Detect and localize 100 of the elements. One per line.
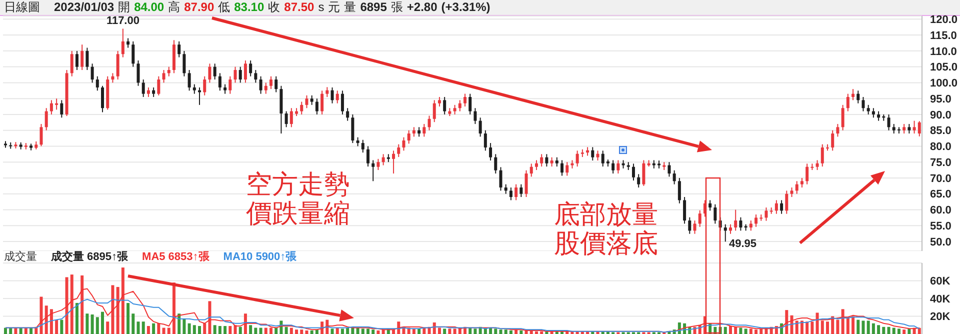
candlestick <box>372 160 375 182</box>
bar <box>902 330 906 334</box>
candlestick <box>310 94 314 106</box>
bar <box>724 326 727 334</box>
bar <box>96 317 99 334</box>
candlestick <box>800 177 804 188</box>
candlestick <box>418 126 421 138</box>
y-tick-label: 80.0 <box>930 141 952 154</box>
annotation: 空方走勢 <box>246 169 350 199</box>
candlestick <box>728 224 732 234</box>
bar <box>800 320 804 334</box>
candlestick <box>269 76 272 90</box>
bar <box>198 326 202 334</box>
candlestick <box>407 130 410 144</box>
candlestick <box>259 76 262 94</box>
bar <box>494 328 498 334</box>
candlestick <box>300 101 304 115</box>
bar <box>90 314 94 334</box>
bar <box>157 323 160 334</box>
bar <box>121 267 124 334</box>
bar <box>453 328 456 334</box>
annotation: 49.95 <box>729 238 757 251</box>
candlestick <box>642 160 646 186</box>
candlestick <box>305 94 308 109</box>
candlestick <box>428 115 431 131</box>
candlestick <box>566 162 569 176</box>
bar <box>167 328 170 334</box>
bar <box>101 312 104 334</box>
bar <box>372 330 375 334</box>
candlestick <box>224 84 227 94</box>
bar <box>116 286 120 334</box>
candlestick <box>157 76 160 96</box>
candlestick <box>75 50 78 70</box>
candlestick <box>44 108 48 131</box>
candlestick <box>499 166 502 192</box>
bar <box>44 306 48 334</box>
bar <box>749 328 752 334</box>
bar <box>259 328 262 334</box>
candlestick <box>734 209 738 232</box>
candlestick <box>780 200 784 214</box>
candlestick <box>453 104 456 115</box>
annotation: 117.00 <box>105 14 140 27</box>
bar <box>810 322 814 334</box>
candlestick <box>555 156 558 168</box>
bar <box>862 320 865 334</box>
candlestick <box>376 158 380 171</box>
bar <box>65 277 68 334</box>
candlestick <box>754 214 758 228</box>
candlestick <box>820 144 824 168</box>
candlestick <box>432 100 436 123</box>
candlestick <box>315 98 318 115</box>
candlestick <box>126 38 130 48</box>
text: 2023/01/03 開 84.00 高 87.90 低 83.10 收 87.50 s 元 量 6895 張 +2.80 (+3.31%) <box>54 0 490 14</box>
candlestick <box>146 86 150 98</box>
candlestick <box>443 96 446 115</box>
y-tick-label: 95.0 <box>930 93 952 106</box>
candlestick <box>877 110 880 122</box>
candlestick <box>254 69 258 84</box>
bar <box>142 322 145 334</box>
candlestick <box>178 40 181 58</box>
candlestick <box>836 123 840 138</box>
text: MA10 5900↑張 <box>223 251 297 263</box>
bar <box>856 320 860 334</box>
candlestick <box>330 86 334 104</box>
bar <box>40 296 43 334</box>
bar <box>366 328 370 334</box>
candlestick <box>616 160 620 174</box>
bar <box>111 285 114 334</box>
candlestick <box>708 200 712 212</box>
bar <box>841 309 844 334</box>
candlestick <box>382 154 385 166</box>
chart-title: 成交量 <box>4 251 37 263</box>
candlestick <box>918 120 921 137</box>
y-tick-label: 115.0 <box>930 30 957 42</box>
bar <box>734 326 738 334</box>
candlestick <box>50 100 53 115</box>
candlestick <box>116 50 120 80</box>
bar <box>754 330 758 334</box>
candlestick <box>816 160 819 171</box>
candlestick <box>724 224 727 242</box>
candlestick <box>560 160 564 176</box>
y-tick-label: 75.0 <box>930 156 952 169</box>
candlestick <box>346 108 350 122</box>
annotation: 底部放量 <box>554 199 658 229</box>
candlestick <box>132 40 135 68</box>
bar <box>70 274 74 334</box>
candlestick <box>188 69 191 92</box>
candlestick <box>320 90 324 115</box>
y-tick-label: 60K <box>930 276 950 288</box>
candlestick <box>422 123 426 138</box>
y-tick-label: 70.0 <box>930 172 952 185</box>
candlestick <box>55 98 58 110</box>
candlestick <box>397 144 400 158</box>
bar <box>376 330 380 334</box>
bar <box>443 328 446 334</box>
candlestick <box>228 76 232 94</box>
bar <box>224 326 227 334</box>
bar <box>106 322 110 334</box>
bar <box>908 328 911 334</box>
bar <box>852 316 855 334</box>
